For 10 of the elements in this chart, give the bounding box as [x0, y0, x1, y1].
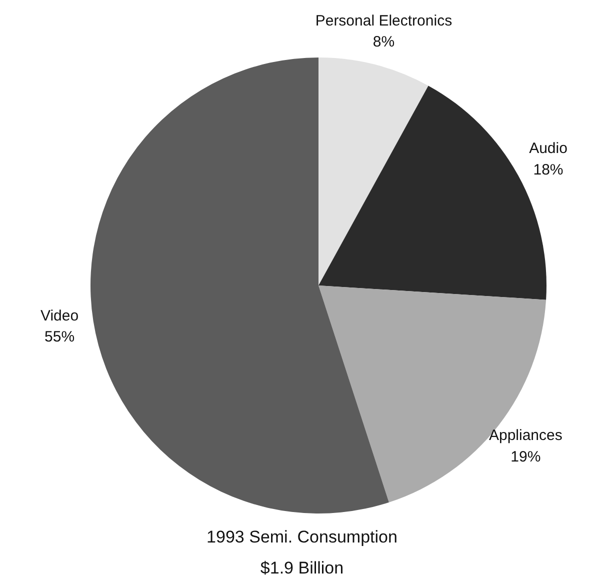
slice-label: Appliances	[488, 427, 562, 444]
slice-label: Video	[40, 307, 79, 324]
text: $1.9 Billion	[260, 558, 344, 578]
data-label: 18%	[533, 161, 564, 178]
slice-label: Audio	[529, 140, 568, 158]
data-label: 8%	[372, 34, 395, 51]
slice-label: Personal Electronics	[315, 12, 452, 30]
text: 1993 Semi. Consumption	[206, 528, 398, 546]
data-label: 19%	[510, 448, 541, 466]
data-label: 55%	[44, 328, 75, 346]
